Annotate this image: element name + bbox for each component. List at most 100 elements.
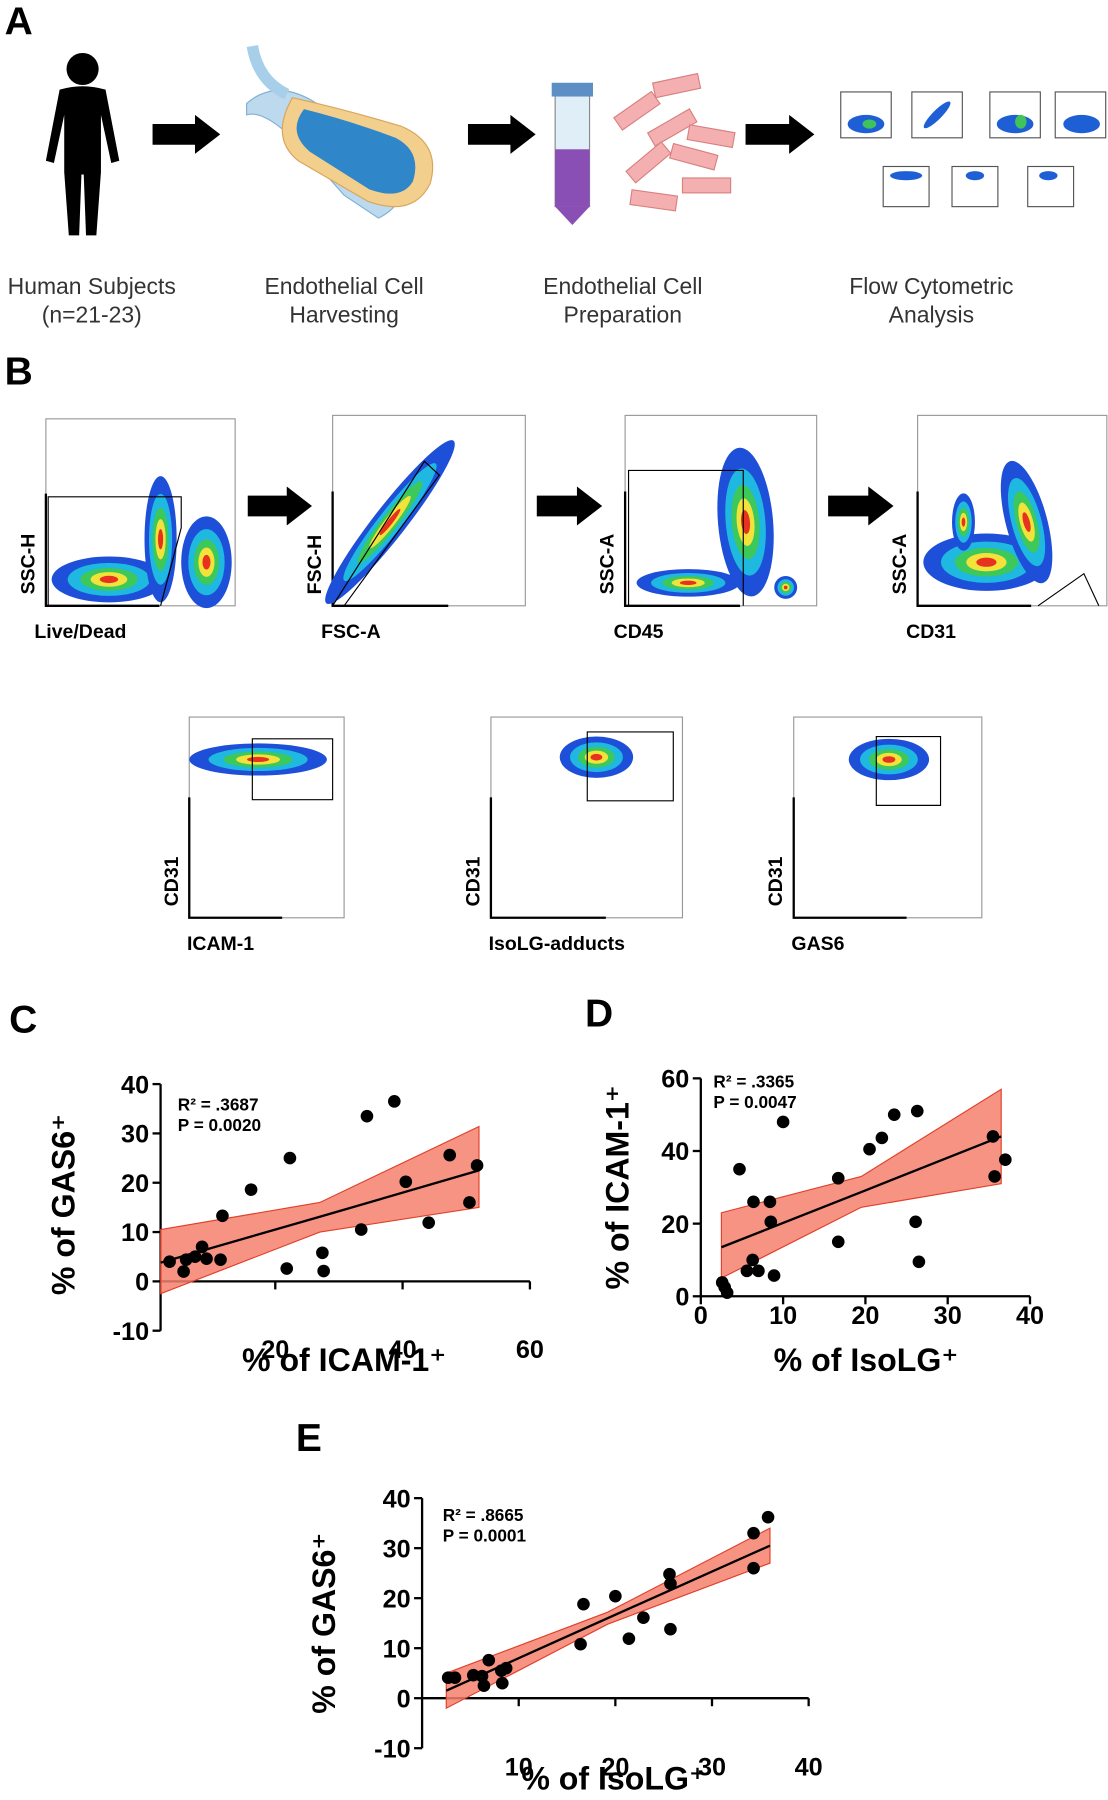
panel-letter: D (585, 993, 613, 1036)
data-point (422, 1216, 436, 1229)
data-point (470, 1159, 484, 1172)
y-tick-label: 40 (383, 1485, 411, 1513)
data-point (875, 1131, 889, 1145)
confidence-band (720, 1088, 1002, 1280)
y-tick-label: 0 (397, 1685, 411, 1713)
data-point (912, 1255, 926, 1269)
x-axis-label: % of ICAM-1⁺ (242, 1342, 446, 1378)
x-tick-label: 40 (1016, 1302, 1044, 1330)
y-axis-label: % of GAS6⁺ (46, 1114, 82, 1295)
annotation: P = 0.0001 (443, 1526, 527, 1546)
data-point (637, 1611, 650, 1624)
flow-axes (792, 797, 907, 919)
data-point (317, 1264, 330, 1278)
y-tick-label: 20 (661, 1211, 689, 1239)
data-point (360, 1109, 374, 1123)
data-point (499, 1661, 513, 1675)
x-tick-label: 60 (516, 1336, 544, 1364)
flow-thumbnail-blobs (847, 101, 1100, 181)
data-point (763, 1195, 777, 1209)
data-point (831, 1171, 845, 1185)
y-tick-label: 0 (135, 1269, 149, 1297)
x-tick-label: 30 (934, 1302, 962, 1330)
gate (251, 738, 334, 801)
density-blob (976, 557, 997, 567)
x-tick-label: 10 (505, 1754, 533, 1782)
flow-y-label: SSC-A (889, 534, 911, 595)
data-point (283, 1151, 297, 1165)
y-tick-label: 30 (121, 1121, 149, 1149)
data-point (622, 1632, 636, 1645)
data-point (475, 1669, 489, 1683)
data-point (999, 1153, 1012, 1167)
y-axis-label: % of ICAM-1⁺ (600, 1085, 636, 1289)
flow-y-label: SSC-H (17, 534, 39, 595)
data-point (910, 1104, 924, 1118)
flow-axes (623, 491, 741, 607)
annotation: R² = .3365 (713, 1072, 794, 1092)
y-tick-label: 60 (661, 1066, 689, 1094)
y-tick-label: 10 (383, 1635, 411, 1663)
regression-line (720, 1135, 1002, 1249)
data-point (887, 1108, 901, 1121)
flow-x-label: ICAM-1 (187, 933, 254, 955)
density-blob (1022, 512, 1031, 532)
step-label: Harvesting (289, 301, 399, 327)
gate (875, 735, 942, 806)
regression-line (445, 1544, 771, 1692)
data-point (764, 1215, 778, 1229)
data-point (482, 1653, 496, 1667)
data-point (988, 1170, 1001, 1183)
data-point (443, 1148, 457, 1162)
gate (586, 731, 674, 802)
gate (332, 460, 441, 607)
density-blob (202, 554, 211, 570)
x-axis-label: % of IsoLG⁺ (774, 1342, 959, 1378)
gate (47, 496, 182, 606)
flow-x-label: CD31 (906, 621, 956, 643)
data-point (477, 1679, 491, 1693)
data-point (831, 1235, 845, 1249)
flow-y-label: SSC-A (597, 534, 619, 595)
x-tick-label: 20 (851, 1302, 879, 1330)
density-blob (590, 753, 603, 761)
human-silhouette (45, 52, 120, 236)
confidence-band (160, 1125, 480, 1295)
regression-line (160, 1169, 480, 1264)
y-tick-label: 20 (383, 1585, 411, 1613)
data-point (663, 1567, 676, 1581)
data-point (188, 1250, 202, 1264)
density-blob (679, 580, 697, 586)
data-point (733, 1162, 746, 1176)
density-blob (379, 508, 401, 536)
data-point (609, 1589, 622, 1603)
data-point (177, 1265, 190, 1278)
gate (627, 469, 744, 606)
data-point (664, 1577, 677, 1590)
data-point (214, 1253, 227, 1266)
annotation: P = 0.0020 (178, 1115, 261, 1135)
data-point (863, 1142, 876, 1156)
flow-x-label: IsoLG-adducts (489, 933, 626, 955)
flow-axes (188, 797, 283, 919)
step-label: Endothelial Cell (264, 273, 423, 299)
x-tick-label: 20 (261, 1336, 289, 1364)
y-tick-label: 30 (383, 1535, 411, 1563)
flow-x-label: CD45 (614, 621, 664, 643)
gate (1037, 572, 1100, 607)
density-blob (882, 756, 896, 763)
data-point (354, 1223, 368, 1236)
data-point (761, 1510, 775, 1524)
data-point (463, 1196, 476, 1209)
y-tick-label: 0 (675, 1283, 689, 1311)
data-point (776, 1115, 790, 1129)
data-point (574, 1637, 587, 1651)
data-point (747, 1526, 760, 1540)
data-point (664, 1622, 677, 1636)
y-tick-label: -10 (374, 1735, 410, 1763)
density-blob (99, 575, 119, 584)
panel-letter: C (9, 998, 37, 1041)
